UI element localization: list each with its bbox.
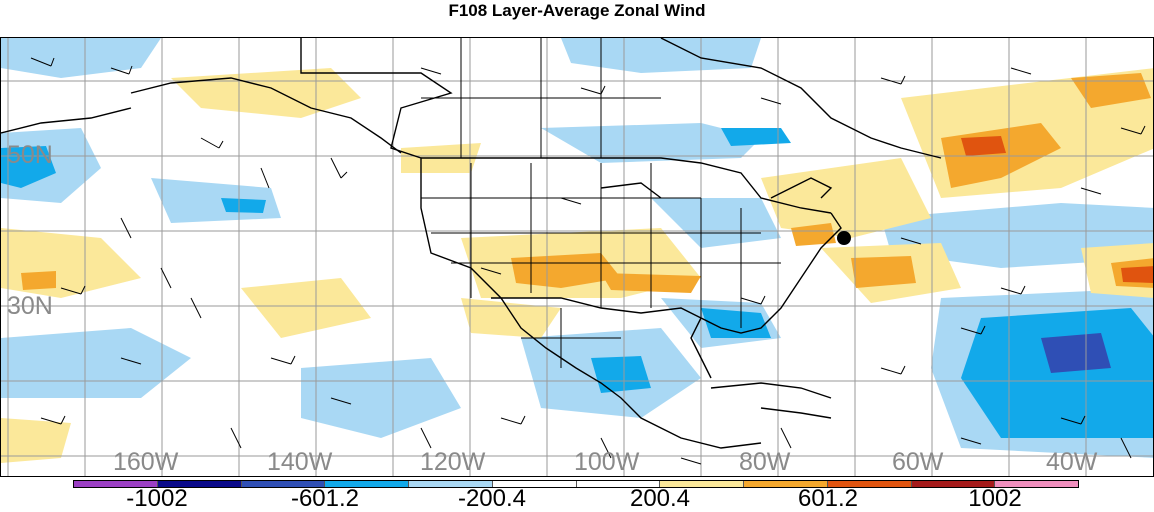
lon-label-160w: 160W: [113, 448, 179, 476]
colorbar-segment-11: [995, 481, 1078, 487]
lon-label-60w: 60W: [892, 448, 944, 476]
lat-label-30n: 30N: [7, 292, 53, 320]
lon-label-140w: 140W: [267, 448, 333, 476]
colorbar-segment-10: [911, 481, 996, 487]
colorbar-segment-6: [576, 481, 661, 487]
colorbar-label-pos-601: 601.2: [797, 485, 859, 512]
map-plot-area: 50N 30N 160W 140W 120W 100W 80W 60W 40W: [0, 37, 1154, 477]
wind-barbs: [30, 57, 1146, 465]
map-canvas: [1, 38, 1153, 476]
strongest-negative-wind-shading: [1041, 333, 1111, 373]
colorbar-segment-0: [74, 481, 158, 487]
political-boundaries: [1, 38, 942, 449]
colorbar-segment-2: [241, 481, 326, 487]
colorbar-segment-5: [492, 481, 577, 487]
colorbar-segment-7: [660, 481, 744, 487]
station-marker: [837, 231, 851, 245]
colorbar-label-pos-200: 200.4: [629, 485, 691, 512]
strongest-positive-wind-shading: [961, 136, 1153, 283]
colorbar-segment-8: [744, 481, 828, 487]
colorbar-label-neg-1002: -1002: [126, 485, 188, 512]
colorbar-label-neg-601: -601.2: [290, 485, 360, 512]
colorbar-label-pos-1002: 1002: [968, 485, 1022, 512]
lon-label-100w: 100W: [574, 448, 640, 476]
colorbar: [73, 480, 1079, 488]
map-title: F108 Layer-Average Zonal Wind: [448, 1, 706, 20]
lon-label-120w: 120W: [420, 448, 486, 476]
colorbar-segment-1: [157, 481, 242, 487]
colorbar-segment-9: [827, 481, 912, 487]
colorbar-label-neg-200: -200.4: [457, 485, 527, 512]
colorbar-segment-4: [409, 481, 493, 487]
colorbar-segment-3: [325, 481, 409, 487]
lon-label-80w: 80W: [739, 448, 791, 476]
lon-label-40w: 40W: [1046, 448, 1098, 476]
lat-label-50n: 50N: [7, 141, 53, 169]
